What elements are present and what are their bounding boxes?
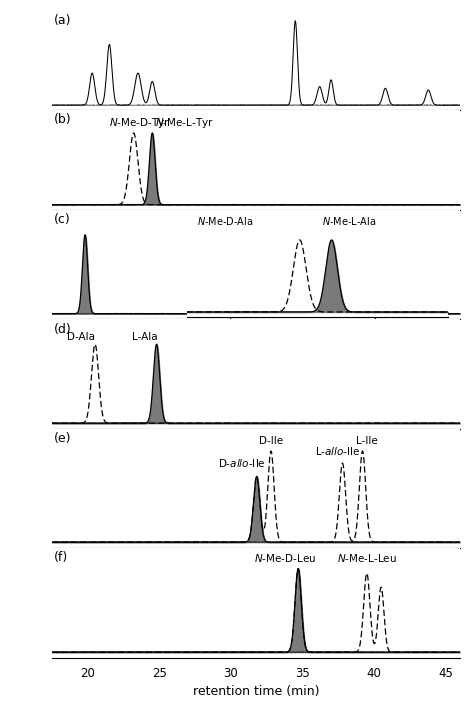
Text: $\it{N}$-Me-L-Leu: $\it{N}$-Me-L-Leu — [337, 552, 397, 564]
Text: $\it{N}$-Me-L-Tyr: $\it{N}$-Me-L-Tyr — [155, 117, 214, 130]
Text: D-$\it{allo}$-Ile: D-$\it{allo}$-Ile — [219, 457, 266, 469]
Text: L-$\it{allo}$-Ile: L-$\it{allo}$-Ile — [315, 445, 361, 457]
Text: L-Ala: L-Ala — [132, 331, 158, 341]
Text: $\it{N}$-Me-D-Leu: $\it{N}$-Me-D-Leu — [254, 552, 316, 564]
Text: (c): (c) — [54, 213, 71, 226]
Text: (b): (b) — [54, 113, 72, 126]
Text: D-Ala: D-Ala — [67, 331, 95, 341]
Text: (a): (a) — [54, 14, 72, 26]
Text: D-Ile: D-Ile — [259, 436, 283, 446]
Text: L-Ile: L-Ile — [356, 436, 378, 446]
X-axis label: retention time (min): retention time (min) — [193, 685, 319, 698]
Text: (f): (f) — [54, 552, 68, 565]
Text: $\it{N}$-Me-D-Tyr: $\it{N}$-Me-D-Tyr — [109, 117, 171, 130]
Text: (e): (e) — [54, 432, 72, 445]
Text: (d): (d) — [54, 323, 72, 336]
